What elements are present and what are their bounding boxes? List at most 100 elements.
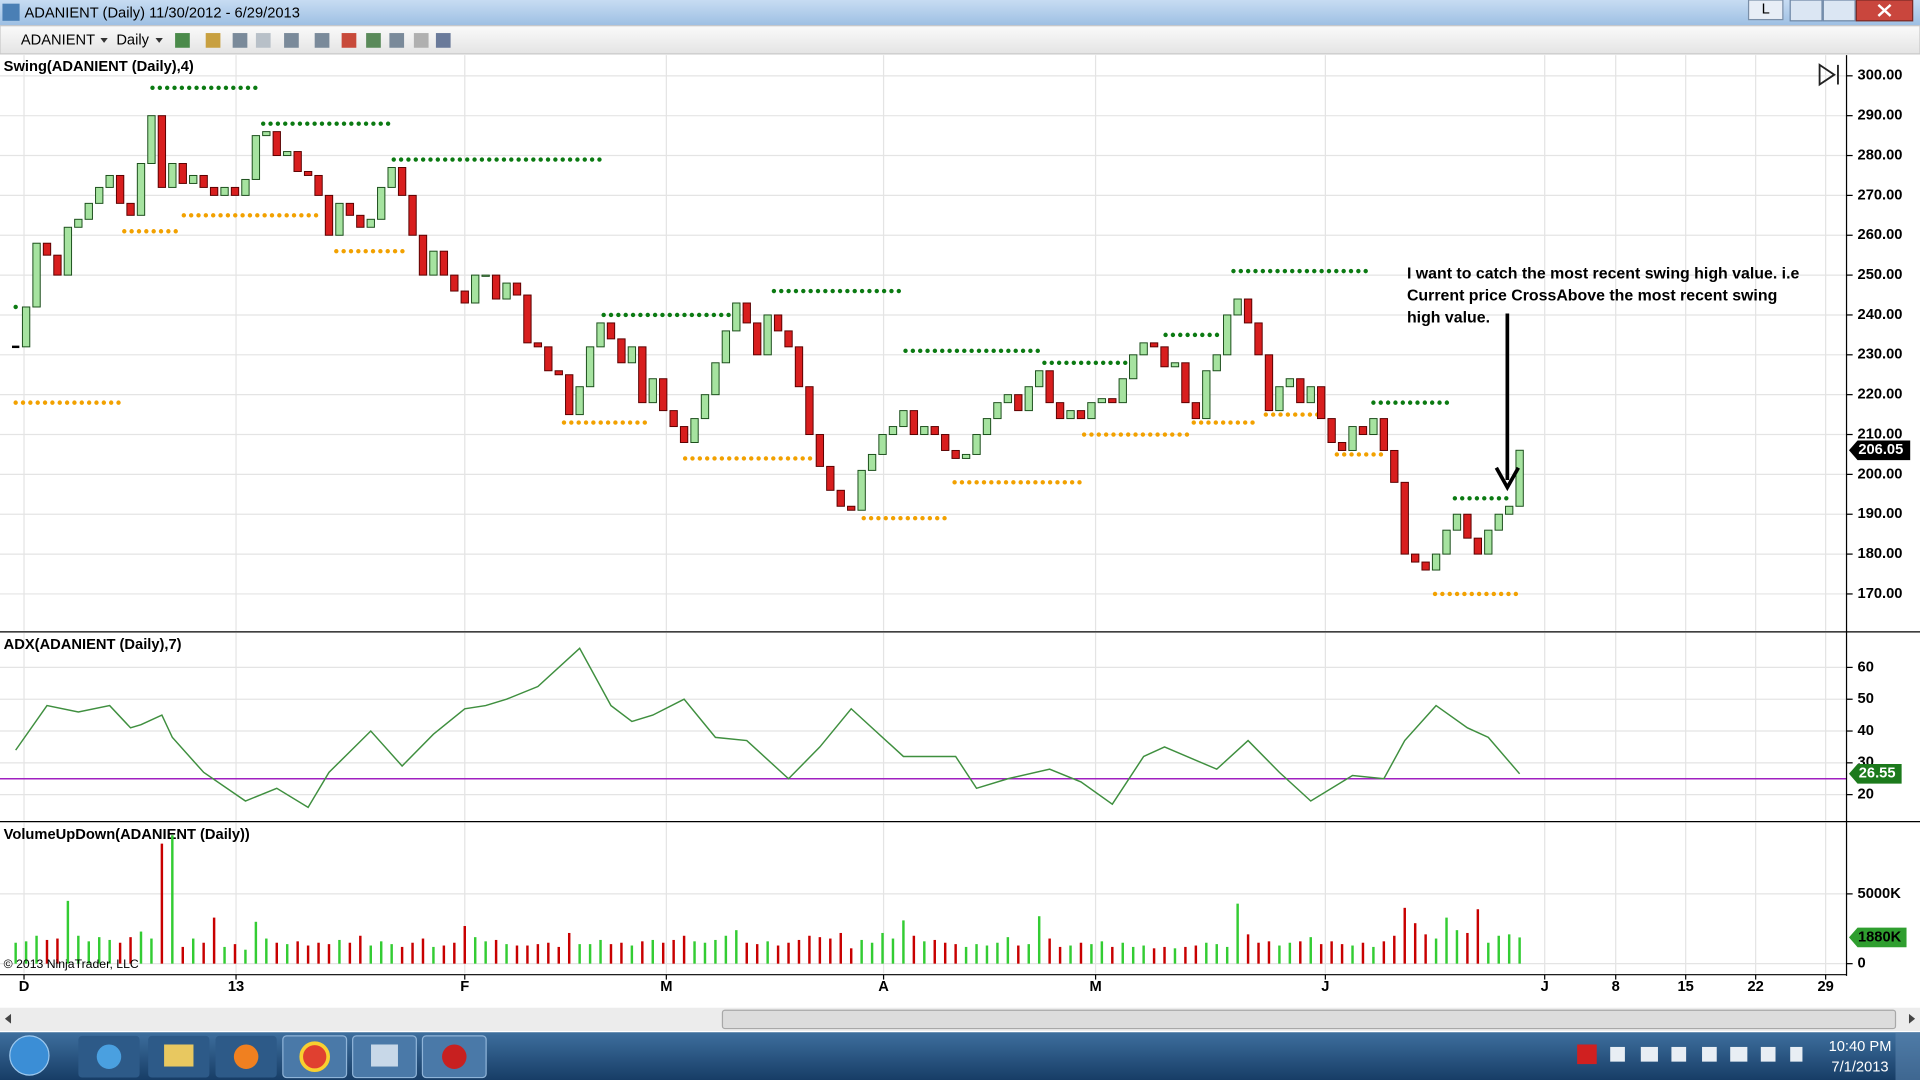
volume-bar: [223, 946, 226, 964]
volume-bar: [505, 944, 508, 964]
candle: [471, 274, 480, 304]
x-tick-label: 13: [228, 979, 244, 995]
volume-bar: [285, 944, 289, 964]
scroll-to-end-button[interactable]: [1818, 63, 1839, 87]
volume-bar: [494, 939, 498, 964]
adx-marker: [1848, 764, 1902, 784]
candle: [126, 202, 135, 216]
dropdown-arrow: [100, 37, 108, 43]
price-marker-label: 206.05: [1858, 442, 1903, 458]
candle: [262, 131, 271, 137]
candle: [753, 322, 762, 356]
candle: [930, 426, 939, 436]
volume-bar: [1361, 942, 1365, 964]
volume-bar: [578, 944, 581, 964]
volume-bar: [108, 939, 111, 964]
candle: [429, 250, 438, 276]
adx-marker-label: 26.55: [1859, 766, 1896, 782]
y-tick-label: 40: [1858, 723, 1874, 739]
volume-bar: [818, 937, 822, 964]
candle: [763, 314, 772, 356]
tool-button[interactable]: [232, 33, 248, 48]
properties-button[interactable]: [389, 33, 405, 48]
strategy-button[interactable]: [366, 33, 381, 48]
volume-bar: [787, 942, 790, 964]
interval-selector[interactable]: Daily: [116, 32, 149, 48]
candle: [1212, 354, 1221, 372]
candle: [1411, 553, 1420, 563]
start-button[interactable]: [9, 1035, 50, 1076]
volume-bar: [954, 944, 957, 964]
candle: [251, 135, 261, 180]
y-tick-label: 20: [1858, 787, 1874, 803]
volume-bar: [35, 935, 38, 964]
candle: [1003, 394, 1013, 404]
app-icon: [2, 3, 20, 21]
candle: [941, 434, 950, 451]
chart-style-button[interactable]: [175, 33, 190, 48]
cursor-button[interactable]: [284, 33, 299, 48]
candle: [961, 453, 971, 459]
maximize-button[interactable]: [1822, 0, 1856, 22]
y-tick-label: 50: [1858, 691, 1874, 707]
x-tick-label: M: [660, 979, 672, 995]
price-marker: [1848, 440, 1911, 461]
volume-bar: [1163, 946, 1166, 964]
candle: [575, 386, 584, 416]
candle: [397, 167, 407, 196]
volume-bar: [1006, 937, 1010, 964]
candle: [1275, 386, 1284, 412]
symbol-selector[interactable]: ADANIENT: [21, 32, 95, 48]
volume-bar: [1466, 932, 1469, 964]
minimize-button[interactable]: [1789, 0, 1823, 22]
display-button[interactable]: [435, 33, 451, 48]
draw-button[interactable]: [205, 33, 221, 48]
scrollbar-thumb[interactable]: [721, 1009, 1897, 1030]
volume-bar: [1403, 907, 1406, 964]
volume-bar: [808, 935, 811, 964]
layout-button[interactable]: [1747, 0, 1784, 21]
candle: [272, 131, 281, 157]
volume-bar: [1330, 941, 1333, 964]
tray-icon[interactable]: [1577, 1044, 1597, 1065]
volume-bar: [1455, 930, 1459, 964]
candle: [815, 434, 825, 467]
y-tick-label: 280.00: [1858, 147, 1903, 163]
volume-bar: [849, 948, 853, 964]
volume-bar: [1246, 934, 1250, 964]
tool-button[interactable]: [255, 33, 271, 48]
volume-bar: [1319, 944, 1323, 964]
volume-bar: [1225, 946, 1229, 964]
candle: [178, 163, 187, 184]
candle: [199, 174, 208, 188]
volume-bar: [1393, 935, 1396, 964]
volume-bar: [306, 945, 310, 964]
zoom-button[interactable]: [314, 33, 330, 48]
volume-bar: [24, 941, 28, 964]
layout-button-label[interactable]: L: [1762, 2, 1770, 18]
volume-bar: [1131, 946, 1135, 964]
volume-bar: [641, 941, 644, 964]
candle: [596, 322, 605, 348]
candle: [1243, 298, 1253, 324]
candle: [1505, 505, 1514, 515]
candle: [627, 346, 637, 364]
data-box-button[interactable]: [413, 33, 429, 48]
volume-bar: [160, 843, 164, 964]
volume-bar: [1351, 945, 1354, 964]
candle: [189, 174, 198, 184]
indicator-button[interactable]: [341, 33, 357, 48]
volume-bar: [129, 937, 132, 964]
show-desktop[interactable]: [1895, 1032, 1920, 1080]
candle: [585, 346, 595, 388]
volume-bar: [1090, 944, 1093, 964]
y-tick-label: 260.00: [1858, 227, 1903, 243]
candle: [847, 505, 856, 511]
y-tick-label: 290.00: [1858, 108, 1903, 124]
volume-bar: [296, 941, 299, 964]
volume-bar: [400, 946, 404, 964]
candle: [721, 330, 731, 364]
volume-bar: [1037, 916, 1041, 964]
candle: [1264, 354, 1274, 412]
